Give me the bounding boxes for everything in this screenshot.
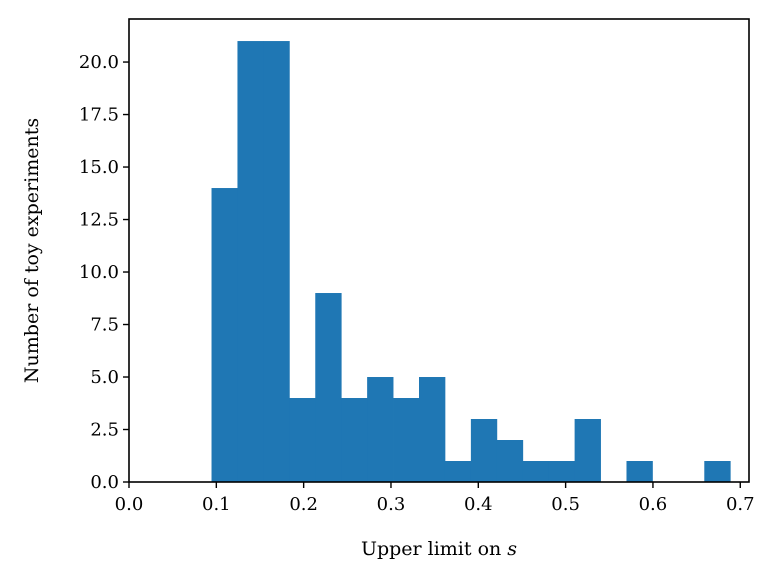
y-axis-label: Number of toy experiments [21, 118, 43, 383]
histogram-bar [211, 188, 238, 483]
histogram-bar [393, 398, 420, 482]
bars-layer [211, 41, 731, 483]
x-tick-label: 0.2 [289, 494, 318, 515]
histogram-bar [704, 461, 731, 482]
x-axis-label: Upper limit on s [361, 538, 517, 560]
y-tick-label: 12.5 [79, 210, 119, 231]
x-axis-label-variable: s [507, 538, 517, 560]
y-tick-label: 17.5 [79, 105, 119, 126]
histogram-bar [548, 461, 576, 482]
x-tick-label: 0.3 [377, 494, 406, 515]
histogram-bar [626, 461, 653, 482]
y-tick-label: 20.0 [79, 52, 119, 73]
x-tick-label: 0.6 [639, 494, 668, 515]
y-tick-label: 2.5 [90, 420, 119, 441]
histogram-bar [237, 41, 264, 483]
histogram-bar [470, 419, 498, 482]
ticks-layer: 0.0 0.1 0.2 0.3 0.4 0.5 0.6 0.7 0.0 2.5 5.0 7.5 10.0… [79, 52, 755, 515]
x-axis-label-text: Upper limit on [361, 538, 507, 560]
x-tick-label: 0.7 [726, 494, 755, 515]
y-tick-label: 5.0 [90, 367, 119, 388]
histogram-bar [574, 419, 601, 482]
histogram-bar [444, 461, 472, 482]
y-tick-label: 15.0 [79, 157, 119, 178]
y-tick-label: 0.0 [90, 472, 119, 493]
plot-frame [128, 18, 750, 483]
histogram-bar [263, 41, 290, 483]
x-tick-label: 0.4 [464, 494, 493, 515]
histogram-bar [341, 398, 368, 482]
histogram-bar [419, 377, 446, 482]
x-tick-label: 0.0 [115, 494, 144, 515]
histogram-bar [289, 398, 316, 482]
y-tick-label: 10.0 [79, 262, 119, 283]
x-tick-label: 0.1 [202, 494, 231, 515]
histogram-bar [367, 377, 394, 482]
histogram-bar [522, 461, 550, 482]
histogram-bar [496, 440, 524, 482]
x-tick-label: 0.5 [551, 494, 580, 515]
y-tick-label: 7.5 [90, 315, 119, 336]
histogram-bar [315, 293, 342, 482]
